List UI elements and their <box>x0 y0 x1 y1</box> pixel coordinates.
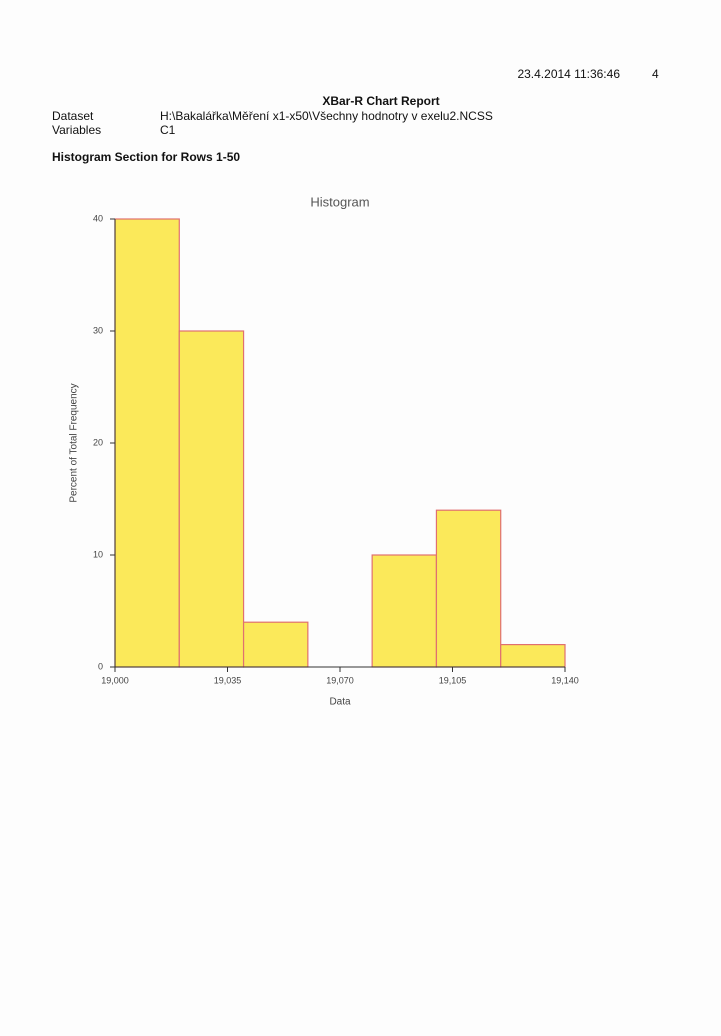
y-axis-label: Percent of Total Frequency <box>69 383 80 502</box>
x-tick-label: 19,000 <box>101 675 129 685</box>
x-tick-label: 19,105 <box>439 675 467 685</box>
x-axis-label: Data <box>329 697 351 708</box>
variables-label: Variables <box>52 123 101 137</box>
y-tick-label: 40 <box>93 213 103 223</box>
page-number: 4 <box>652 67 659 81</box>
section-title: Histogram Section for Rows 1-50 <box>52 150 240 164</box>
histogram-bar <box>371 554 438 668</box>
dataset-label: Dataset <box>52 109 94 123</box>
x-tick-label: 19,035 <box>214 675 242 685</box>
report-title: XBar-R Chart Report <box>322 94 439 108</box>
histogram-bar <box>242 621 309 668</box>
timestamp: 23.4.2014 11:36:46 <box>517 67 620 81</box>
x-tick-label: 19,140 <box>551 675 579 685</box>
y-tick-label: 30 <box>93 325 103 335</box>
y-tick-label: 20 <box>93 437 103 447</box>
x-tick-label: 19,070 <box>326 675 354 685</box>
variables-value: C1 <box>160 123 176 137</box>
dataset-value: H:\Bakalářka\Měření x1-x50\Všechny hodno… <box>160 109 493 123</box>
histogram-bar <box>435 509 502 668</box>
histogram-bar <box>114 218 180 668</box>
y-tick-label: 0 <box>98 661 103 671</box>
histogram-bar <box>500 643 566 668</box>
chart-title: Histogram <box>310 194 369 209</box>
histogram-bar <box>178 330 245 668</box>
y-tick-label: 10 <box>93 549 103 559</box>
